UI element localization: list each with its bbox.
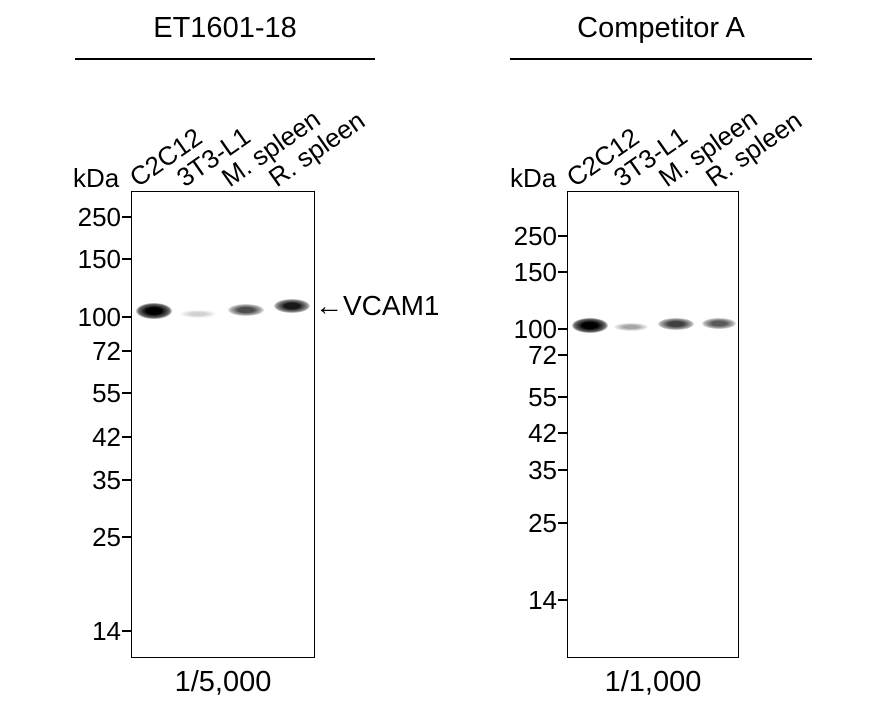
panel2-band-lane2 (614, 323, 648, 331)
panel1-band-lane1 (136, 303, 172, 319)
panel1-marker-42: 42 (0, 424, 131, 450)
panel2-marker-150: 150 (440, 259, 567, 285)
vcam1-label: VCAM1 (343, 290, 440, 321)
panel1-band-lane3 (228, 304, 264, 316)
panel1-blot (131, 191, 315, 658)
panel2-marker-25: 25 (440, 510, 567, 536)
panel1-marker-100: 100 (0, 304, 131, 330)
panel1-marker-72: 72 (0, 338, 131, 364)
panel1-title-rule (75, 58, 375, 60)
panel2-kda-label: kDa (510, 163, 557, 193)
panel2-band-lane4 (702, 318, 736, 329)
panel1-band-lane4 (274, 299, 310, 313)
panel2-marker-35: 35 (440, 457, 567, 483)
panel2-marker-14: 14 (440, 587, 567, 613)
vcam1-annotation: ←VCAM1 (315, 290, 439, 322)
panel2-marker-72: 72 (440, 342, 567, 368)
panel1-title: ET1601-18 (153, 12, 297, 44)
panel2-marker-100: 100 (440, 316, 567, 342)
panel2-marker-42: 42 (440, 420, 567, 446)
panel1-marker-150: 150 (0, 246, 131, 272)
panel2-band-lane3 (658, 318, 694, 330)
panel1-marker-250: 250 (0, 204, 131, 230)
panel1-marker-25: 25 (0, 524, 131, 550)
arrow-left-icon: ← (315, 290, 343, 321)
panel1-marker-55: 55 (0, 380, 131, 406)
panel2-marker-250: 250 (440, 223, 567, 249)
panel1-kda-label: kDa (73, 163, 120, 193)
panel1-marker-35: 35 (0, 467, 131, 493)
panel2-band-lane1 (572, 318, 608, 333)
panel1-marker-14: 14 (0, 618, 131, 644)
panel1-dilution: 1/5,000 (174, 666, 272, 698)
panel2-title: Competitor A (577, 12, 745, 44)
panel2-title-rule (510, 58, 812, 60)
panel2-marker-55: 55 (440, 384, 567, 410)
panel1-band-lane2 (180, 310, 216, 318)
panel2-dilution: 1/1,000 (604, 666, 702, 698)
panel2-blot (567, 191, 739, 658)
